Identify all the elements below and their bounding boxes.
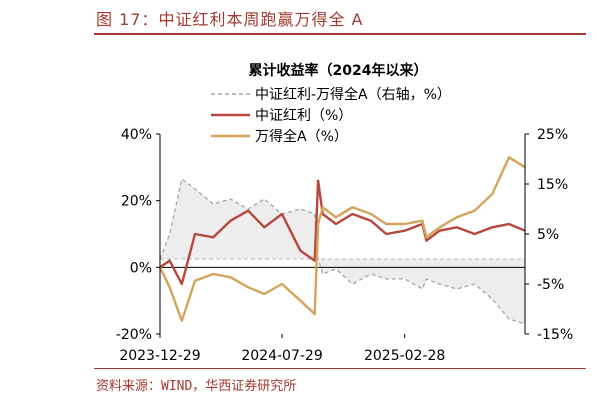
x-tick-label: 2025-02-28 — [364, 348, 445, 364]
left-tick-label: -20% — [116, 327, 152, 343]
x-tick-label: 2023-12-29 — [119, 348, 200, 364]
legend: 累计收益率（2024年以来） 中证红利-万得全A（右轴，%） 中证红利（%） 万… — [211, 62, 451, 145]
axes-layer: 40% 20% 0% -20% 25% 15% 5% -5% -15% 2023-12-29 202… — [116, 127, 573, 364]
series-line-dividend — [159, 179, 526, 286]
right-tick-label: -5% — [537, 277, 564, 293]
legend-label-wind-all-a: 万得全A（%） — [255, 128, 348, 145]
left-tick-label: 40% — [121, 127, 152, 143]
right-tick-label: 15% — [537, 177, 568, 193]
figure-title: 图 17：中证红利本周跑赢万得全 A — [96, 10, 364, 29]
series-line-wind-all-a — [158, 156, 526, 322]
legend-title: 累计收益率（2024年以来） — [249, 62, 428, 79]
right-tick-label: 25% — [537, 127, 568, 143]
left-tick-label: 0% — [130, 260, 152, 276]
spread-area — [160, 179, 525, 324]
spread-area-layer — [159, 177, 526, 325]
legend-label-spread: 中证红利-万得全A（右轴，%） — [255, 86, 451, 103]
source-note: 资料来源：WIND，华西证券研究所 — [96, 379, 297, 394]
legend-label-dividend: 中证红利（%） — [255, 108, 352, 124]
right-tick-label: 5% — [537, 227, 559, 243]
source-rule — [94, 368, 586, 369]
right-tick-label: -15% — [537, 327, 573, 343]
left-tick-label: 20% — [121, 194, 152, 210]
title-rule — [94, 33, 586, 35]
series-lines-layer — [158, 156, 526, 322]
series-line-spread — [159, 177, 526, 325]
x-tick-label: 2024-07-29 — [241, 348, 322, 364]
